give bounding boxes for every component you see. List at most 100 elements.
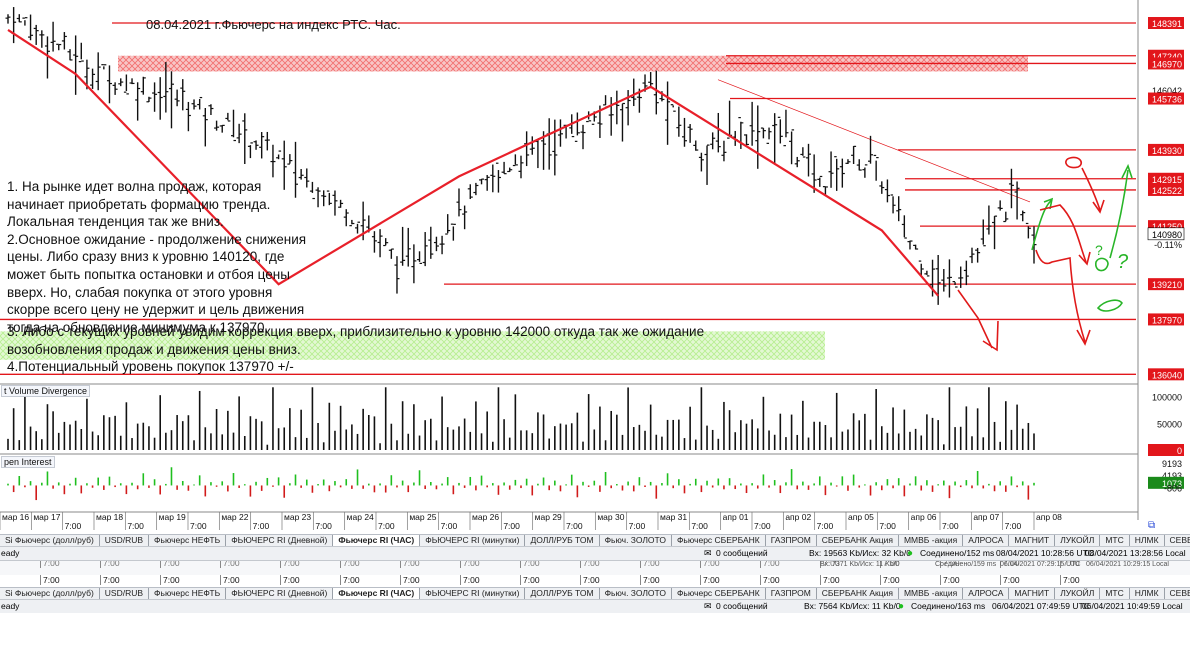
svg-text:-806: -806 (1164, 483, 1182, 493)
chart-tabs-bar: Si Фьючерс (долл/руб) USD/RUB Фьючерс НЕФТ… (0, 534, 1190, 547)
overlap-axis-tick: 7:00 (400, 561, 420, 568)
price-bar (473, 182, 479, 196)
svg-text:137970: 137970 (1152, 315, 1182, 325)
chart-tab[interactable]: СЕВЕРСТАЛЬ (1165, 588, 1190, 599)
price-bar (343, 209, 349, 227)
price-bar (39, 30, 45, 48)
status-time-utc: 08/04/2021 10:28:56 UTC (996, 548, 1094, 558)
price-bar (851, 145, 857, 164)
overlap-axis-tick: 7:00 (1060, 561, 1080, 568)
price-bar (276, 150, 282, 160)
price-bar (118, 78, 124, 87)
chart-tab[interactable]: Фьючерс СБЕРБАНК (672, 588, 766, 599)
chart-tab[interactable]: USD/RUB (100, 588, 150, 599)
price-bar (326, 190, 332, 206)
price-bar (963, 260, 969, 286)
chart-tab[interactable]: ФЬЮЧЕРС RI (Дневной) (226, 535, 334, 546)
price-bar (952, 281, 958, 288)
price-bar (287, 154, 293, 165)
oi-indicator-label[interactable]: pen Interest (1, 456, 55, 468)
chart-tab[interactable]: ФЬЮЧЕРС RI (минутки) (420, 535, 526, 546)
chart-tab[interactable]: МАГНИТ (1009, 535, 1056, 546)
chart-tab[interactable]: ЛУКОЙЛ (1055, 535, 1101, 546)
chart-tab[interactable]: АЛРОСА (963, 535, 1010, 546)
price-bar (214, 120, 220, 131)
chart-tab[interactable]: Фьючерс НЕФТЬ (149, 588, 227, 599)
price-bar (191, 99, 197, 110)
x-tick-label: 7:00 (315, 521, 332, 531)
chart-tab[interactable]: Фьючерс НЕФТЬ (149, 535, 227, 546)
price-bar (259, 132, 265, 159)
price-bar (479, 178, 485, 185)
price-bar (884, 179, 890, 203)
chart-tab[interactable]: ДОЛЛ/РУБ ТОМ (525, 535, 600, 546)
price-bar (862, 164, 868, 178)
price-bar (90, 68, 96, 89)
chart-tab[interactable]: ГАЗПРОМ (766, 535, 817, 546)
status-bar-2: eady ✉ 0 сообщений Вх: 7564 Kb/Исх: 11 K… (0, 599, 1190, 613)
chart-tab[interactable]: Si Фьючерс (долл/руб) (0, 588, 100, 599)
analysis-text-block-2: 3. Либо с текущих уровней увидим коррекц… (7, 323, 704, 376)
chart-tab[interactable]: Фьючерс RI (ЧАС) (333, 588, 421, 599)
price-bar (332, 190, 338, 216)
status-messages[interactable]: 0 сообщений (716, 548, 768, 558)
chart-tab[interactable]: ММВБ -акция (899, 588, 964, 599)
x-tick-label: мар 29 (535, 512, 562, 522)
red-scenario-2 (1035, 249, 1086, 343)
chart-tab[interactable]: СБЕРБАНК Акция (817, 535, 899, 546)
chart-tab[interactable]: Фьючерс RI (ЧАС) (333, 535, 421, 546)
chart-tab[interactable]: МТС (1100, 588, 1130, 599)
chart-tab[interactable]: ДОЛЛ/РУБ ТОМ (525, 588, 600, 599)
price-bar (400, 226, 406, 266)
analysis-line: Локальная тенденция так же вниз. (7, 214, 224, 230)
chart-tab[interactable]: НЛМК (1130, 535, 1165, 546)
chart-tab[interactable]: МТС (1100, 535, 1130, 546)
chart-tab[interactable]: Si Фьючерс (долл/руб) (0, 535, 100, 546)
price-bar (208, 104, 214, 115)
volume-indicator-label[interactable]: t Volume Divergence (1, 385, 91, 397)
chart-tab[interactable]: Фьюч. ЗОЛОТО (600, 588, 672, 599)
analysis-line: 3. Либо с текущих уровней увидим коррекц… (7, 324, 705, 339)
status-ready: eady (1, 601, 20, 611)
chart-tab[interactable]: Фьючерс СБЕРБАНК (672, 535, 766, 546)
chart-tab[interactable]: НЛМК (1130, 588, 1165, 599)
arrowhead-red-1 (1078, 251, 1091, 266)
chart-tab[interactable]: МАГНИТ (1009, 588, 1056, 599)
chart-tab[interactable]: USD/RUB (100, 535, 150, 546)
x-tick-label: 7:00 (754, 521, 771, 531)
price-bar (33, 24, 39, 45)
price-bar (467, 184, 473, 200)
overlap-traffic: Вх: 7371 Kb/Исх: 11 Kb/0 (820, 561, 900, 568)
overlap-axis-tick: 7:00 (400, 575, 420, 585)
price-bar (529, 136, 535, 155)
status-time-local: 08/04/2021 13:28:56 Local (1085, 548, 1186, 558)
chart-tab[interactable]: ММВБ -акция (899, 535, 964, 546)
chart-tab[interactable]: СЕВЕРСТАЛЬ (1165, 535, 1190, 546)
price-bar (879, 181, 885, 194)
status-messages[interactable]: 0 сообщений (716, 601, 768, 611)
price-bar (405, 227, 411, 267)
price-bar (946, 259, 952, 298)
chart-tab[interactable]: СБЕРБАНК Акция (817, 588, 899, 599)
price-bar (253, 140, 259, 150)
overlap-axis-tick: 7:00 (520, 561, 540, 568)
red-circle (1065, 156, 1082, 169)
price-bar (146, 96, 152, 103)
chart-tab[interactable]: ЛУКОЙЛ (1055, 588, 1101, 599)
price-bar (1008, 168, 1014, 209)
price-bar (698, 152, 704, 172)
price-bar (163, 62, 169, 113)
price-bar (152, 82, 158, 112)
price-bar (721, 140, 727, 162)
chart-tab[interactable]: ФЬЮЧЕРС RI (минутки) (420, 588, 526, 599)
x-tick-label: 7:00 (879, 521, 896, 531)
price-bar (67, 49, 73, 61)
chart-tab[interactable]: Фьюч. ЗОЛОТО (600, 535, 672, 546)
price-axis-label: 136040 (1148, 368, 1184, 381)
x-tick-label: 7:00 (691, 521, 708, 531)
chart-tab[interactable]: ФЬЮЧЕРС RI (Дневной) (226, 588, 334, 599)
chart-tab[interactable]: АЛРОСА (963, 588, 1010, 599)
price-bar (388, 248, 394, 259)
overlap-axis-tick: 7:00 (1000, 561, 1020, 568)
chart-tab[interactable]: ГАЗПРОМ (766, 588, 817, 599)
